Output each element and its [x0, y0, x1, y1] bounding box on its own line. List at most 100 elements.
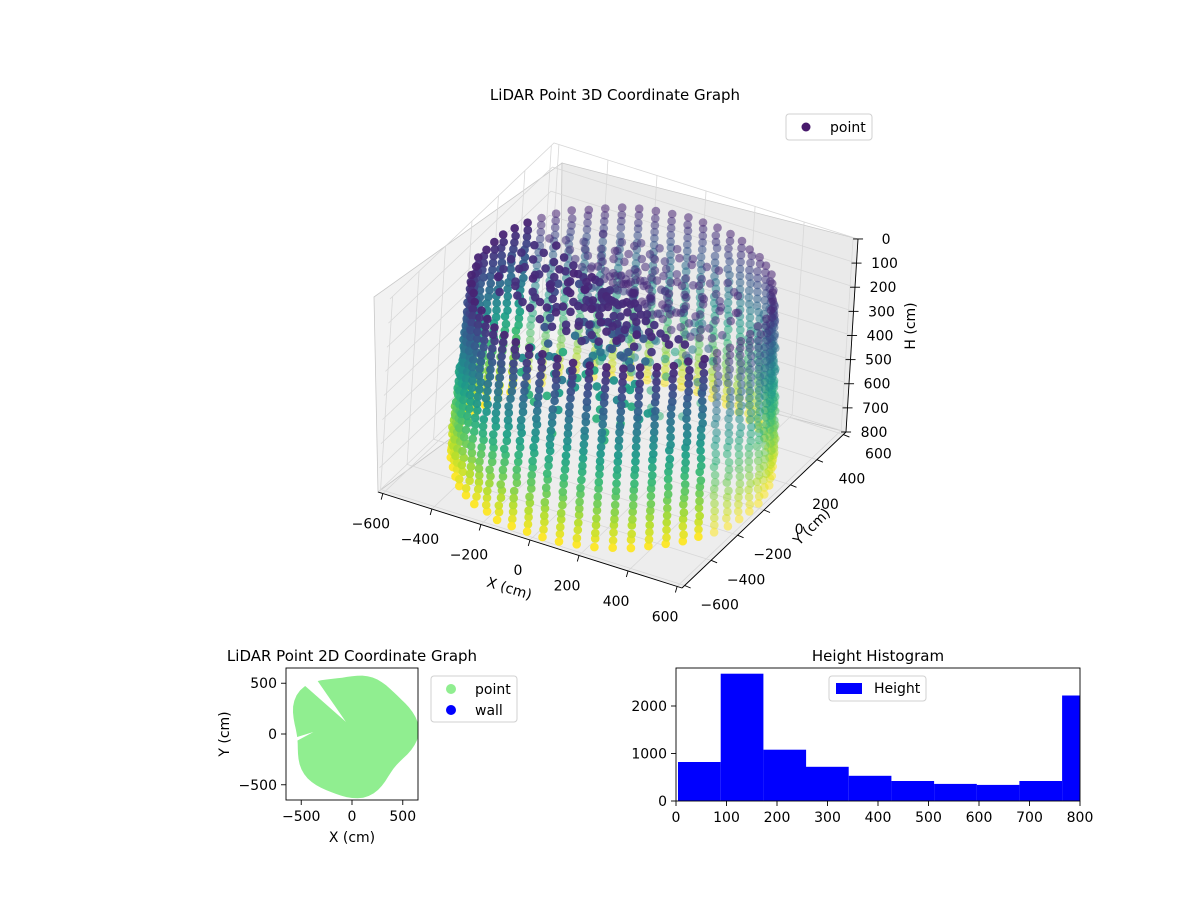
scatter-3d-point — [761, 321, 771, 331]
scatter-3d-point — [541, 331, 550, 341]
scatter-3d-point — [600, 211, 610, 220]
scatter-3d-point — [580, 426, 589, 435]
scatter-3d-point — [754, 435, 764, 445]
scatter-3d-point — [665, 309, 675, 319]
y-tick-3d — [710, 559, 718, 564]
scatter-3d-point — [712, 363, 722, 372]
scatter-3d-point — [735, 271, 745, 281]
scatter-3d-point — [548, 250, 558, 260]
scatter-3d-point — [675, 253, 684, 263]
scatter-3d-point — [712, 406, 721, 416]
scatter-3d-point — [508, 500, 518, 510]
scatter-3d-point — [695, 482, 705, 492]
scatter-3d-point — [536, 371, 545, 380]
scatter-3d-point — [497, 365, 506, 375]
scatter-3d-point — [516, 415, 526, 425]
scatter-3d-point — [637, 254, 647, 264]
h-tick-label-3d: 300 — [868, 304, 895, 320]
scatter-3d-point — [662, 518, 671, 527]
scatter-3d-point — [644, 284, 654, 294]
scatter-3d-point — [508, 507, 518, 517]
scatter-3d-point — [610, 500, 620, 510]
scatter-3d-point — [754, 336, 763, 346]
scatter-3d-point — [545, 313, 555, 323]
scatter-3d-point — [684, 319, 694, 328]
x-axis-label-2d: X (cm) — [329, 830, 375, 846]
scatter-3d-point — [668, 397, 677, 407]
scatter-3d-point — [617, 210, 627, 220]
scatter-3d-point — [468, 311, 477, 321]
scatter-3d-point — [591, 520, 601, 530]
scatter-3d-point — [710, 251, 720, 261]
scatter-3d-point — [659, 271, 668, 281]
scatter-3d-point — [557, 335, 566, 344]
scatter-3d-point — [509, 493, 518, 503]
scatter-3d-point — [573, 345, 582, 355]
scatter-3d-point — [540, 497, 550, 507]
scatter-3d-point — [478, 429, 488, 438]
scatter-3d-point — [546, 284, 555, 293]
scatter-3d-point — [566, 307, 575, 317]
scatter-3d-point — [461, 490, 471, 500]
scatter-3d-point — [511, 337, 521, 347]
scatter-3d-point — [560, 294, 569, 303]
scatter-3d-point — [648, 471, 657, 480]
scatter-3d-point — [650, 221, 660, 230]
scatter-3d-point — [527, 484, 536, 493]
scatter-3d-point — [507, 387, 517, 396]
scatter-3d-point — [736, 250, 746, 260]
scatter-3d-point — [598, 237, 608, 246]
scatter-3d-point — [633, 268, 642, 277]
scatter-3d-point — [619, 353, 628, 362]
scatter-3d-point — [647, 332, 656, 342]
scatter-3d-point — [593, 492, 603, 502]
scatter-3d-point — [629, 485, 639, 495]
scatter-3d-point — [601, 204, 610, 213]
scatter-3d-point — [612, 479, 621, 488]
scatter-3d-point — [494, 501, 504, 510]
scatter-3d-point — [483, 379, 493, 389]
scatter-3d-point — [635, 379, 644, 388]
scatter-3d-point — [753, 322, 763, 331]
x-tick-label-hist: 300 — [814, 810, 841, 826]
scatter-3d-point — [486, 365, 495, 374]
scatter-3d-point — [568, 358, 578, 368]
scatter-3d-point — [532, 414, 541, 423]
scatter-3d-point — [698, 300, 708, 309]
legend-histogram-label: Height — [874, 681, 921, 697]
scatter-3d-point — [512, 472, 521, 481]
scatter-3d-point — [550, 396, 559, 406]
scatter-3d-point — [465, 476, 474, 486]
scatter-3d-point — [668, 383, 678, 392]
scatter-3d-point — [614, 435, 624, 445]
scatter-3d-point — [514, 450, 523, 460]
scatter-3d-point — [768, 288, 778, 297]
scatter-3d-point — [563, 278, 573, 287]
scatter-3d-point — [558, 500, 567, 510]
scatter-3d-point — [714, 266, 724, 275]
scatter-3d-point — [595, 463, 605, 472]
scatter-3d-point — [488, 344, 497, 353]
scatter-3d-point — [548, 294, 557, 304]
y-tick-label-2d: 500 — [250, 676, 277, 692]
scatter-3d-point — [595, 456, 605, 466]
scatter-3d-point — [652, 276, 662, 285]
histogram-bar — [763, 749, 807, 801]
scatter-3d-point — [745, 393, 754, 403]
x-tick-label-3d: 600 — [652, 609, 679, 625]
scatter-3d-point — [512, 478, 522, 488]
scatter-3d-point — [695, 489, 704, 499]
scatter-3d-point — [760, 455, 769, 464]
scatter-3d-point — [710, 499, 719, 508]
scatter-3d-point — [682, 422, 692, 432]
scatter-3d-point — [712, 392, 722, 401]
scatter-3d-point — [646, 484, 656, 494]
scatter-3d-point — [485, 465, 494, 475]
scatter-3d-point — [465, 469, 475, 479]
scatter-3d-point — [526, 477, 536, 487]
scatter-3d-point — [745, 329, 755, 339]
scatter-3d-point — [745, 265, 754, 275]
scatter-3d-point — [713, 371, 723, 380]
scatter-3d-point — [494, 380, 504, 390]
scatter-3d-point — [524, 350, 534, 360]
